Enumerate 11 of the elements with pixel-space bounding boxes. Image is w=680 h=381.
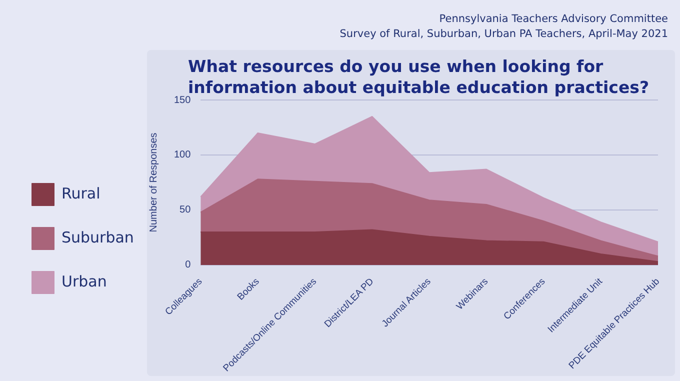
y-tick-label: 0	[185, 260, 192, 271]
y-tick-label: 100	[174, 150, 192, 161]
legend-label: Rural	[62, 184, 100, 202]
legend-label: Suburban	[62, 228, 134, 246]
text: Pennsylvania Teachers Advisory Committee	[438, 12, 668, 27]
legend-label: Urban	[62, 272, 107, 290]
y-tick-label: 150	[174, 94, 192, 106]
y-tick-label: 50	[180, 204, 192, 216]
chart-title: What resources do you use when looking for information about equitable education practices?	[188, 56, 650, 97]
text: Survey of Rural, Suburban, Urban PA Teachers, April-May 2021	[340, 27, 668, 42]
y-axis-title: Number of Responses	[148, 132, 160, 232]
